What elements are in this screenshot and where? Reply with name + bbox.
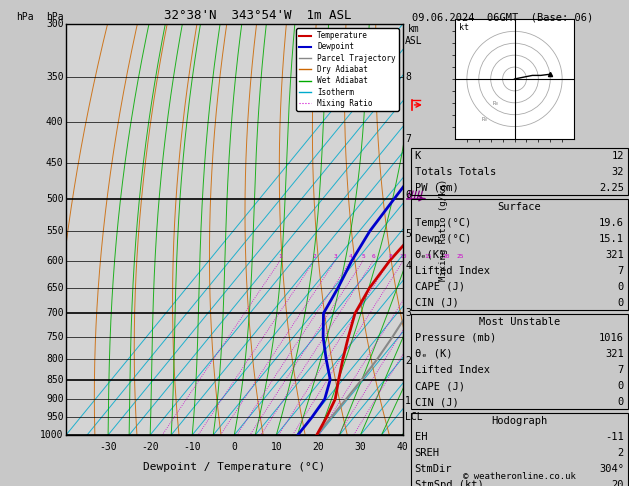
Text: -20: -20 [142, 442, 159, 452]
Text: 0: 0 [618, 282, 624, 292]
Text: 850: 850 [46, 375, 64, 384]
Text: hPa: hPa [46, 12, 64, 22]
Text: Mixing Ratio (g/kg): Mixing Ratio (g/kg) [439, 178, 448, 281]
Text: Hodograph: Hodograph [491, 416, 547, 426]
Text: kt: kt [459, 23, 469, 32]
Text: © weatheronline.co.uk: © weatheronline.co.uk [463, 472, 576, 481]
Text: CAPE (J): CAPE (J) [415, 381, 464, 391]
Text: θₑ(K): θₑ(K) [415, 250, 446, 260]
Text: 500: 500 [46, 193, 64, 204]
Text: 800: 800 [46, 354, 64, 364]
Text: -30: -30 [99, 442, 117, 452]
Text: 6: 6 [372, 254, 376, 259]
Text: 20: 20 [611, 480, 624, 486]
Text: K: K [415, 151, 421, 161]
Text: θₑ (K): θₑ (K) [415, 349, 452, 359]
Text: 950: 950 [46, 413, 64, 422]
Text: 5: 5 [361, 254, 365, 259]
Text: 10: 10 [270, 442, 282, 452]
Text: 8: 8 [405, 72, 411, 82]
Text: 5: 5 [405, 229, 411, 239]
Text: 300: 300 [46, 19, 64, 29]
Text: 32: 32 [611, 167, 624, 177]
Text: Temp (°C): Temp (°C) [415, 218, 470, 228]
Text: Lifted Index: Lifted Index [415, 365, 489, 375]
Text: Pressure (mb): Pressure (mb) [415, 333, 496, 343]
Text: 7: 7 [405, 134, 411, 144]
Text: 09.06.2024  06GMT  (Base: 06): 09.06.2024 06GMT (Base: 06) [412, 12, 593, 22]
Text: 2: 2 [405, 356, 411, 366]
Text: 10: 10 [399, 254, 407, 259]
Text: 0: 0 [618, 298, 624, 308]
Text: 0: 0 [618, 381, 624, 391]
Text: 6: 6 [405, 190, 411, 200]
Text: 32°38'N  343°54'W  1m ASL: 32°38'N 343°54'W 1m ASL [164, 9, 351, 22]
Text: 350: 350 [46, 72, 64, 82]
Text: 600: 600 [46, 256, 64, 266]
Text: CIN (J): CIN (J) [415, 397, 459, 407]
Text: 12: 12 [611, 151, 624, 161]
Text: 700: 700 [46, 308, 64, 318]
Text: -10: -10 [184, 442, 201, 452]
Text: Totals Totals: Totals Totals [415, 167, 496, 177]
Text: 19.6: 19.6 [599, 218, 624, 228]
Text: 4: 4 [405, 261, 411, 271]
Text: 3: 3 [405, 308, 411, 318]
Text: StmSpd (kt): StmSpd (kt) [415, 480, 483, 486]
Text: LCL: LCL [405, 413, 423, 422]
Text: -11: -11 [605, 432, 624, 442]
Text: km
ASL: km ASL [405, 24, 423, 46]
Text: 0: 0 [618, 397, 624, 407]
Text: R₀: R₀ [481, 117, 487, 122]
Text: Most Unstable: Most Unstable [479, 317, 560, 327]
Text: 650: 650 [46, 283, 64, 293]
Text: 4: 4 [349, 254, 353, 259]
Text: 450: 450 [46, 157, 64, 168]
Text: Dewpoint / Temperature (°C): Dewpoint / Temperature (°C) [143, 462, 325, 472]
Text: 7: 7 [618, 365, 624, 375]
Text: 321: 321 [605, 349, 624, 359]
Text: 2.25: 2.25 [599, 183, 624, 193]
Text: StmDir: StmDir [415, 464, 452, 474]
Text: CAPE (J): CAPE (J) [415, 282, 464, 292]
Text: 1016: 1016 [599, 333, 624, 343]
Text: 3: 3 [333, 254, 337, 259]
Legend: Temperature, Dewpoint, Parcel Trajectory, Dry Adiabat, Wet Adiabat, Isotherm, Mi: Temperature, Dewpoint, Parcel Trajectory… [296, 28, 399, 111]
Text: 1: 1 [405, 396, 411, 406]
Text: 20: 20 [313, 442, 325, 452]
Text: 321: 321 [605, 250, 624, 260]
Text: 900: 900 [46, 394, 64, 404]
Text: 25: 25 [457, 254, 464, 259]
Text: CIN (J): CIN (J) [415, 298, 459, 308]
Text: 400: 400 [46, 118, 64, 127]
Text: 1000: 1000 [40, 430, 64, 440]
Text: 15: 15 [425, 254, 432, 259]
Text: 1: 1 [278, 254, 282, 259]
Text: 40: 40 [397, 442, 408, 452]
Text: 8: 8 [388, 254, 392, 259]
Text: 550: 550 [46, 226, 64, 236]
Text: 30: 30 [355, 442, 366, 452]
Text: Lifted Index: Lifted Index [415, 266, 489, 276]
Text: hPa: hPa [16, 12, 33, 22]
Text: 0: 0 [231, 442, 237, 452]
Text: 20: 20 [443, 254, 450, 259]
Text: 7: 7 [618, 266, 624, 276]
Text: 2: 2 [312, 254, 316, 259]
Text: R₀: R₀ [493, 101, 499, 106]
Text: EH: EH [415, 432, 427, 442]
Text: SREH: SREH [415, 448, 440, 458]
Text: 750: 750 [46, 332, 64, 342]
Text: PW (cm): PW (cm) [415, 183, 459, 193]
Text: Dewp (°C): Dewp (°C) [415, 234, 470, 244]
Text: Surface: Surface [498, 202, 541, 212]
Text: 15.1: 15.1 [599, 234, 624, 244]
Text: 304°: 304° [599, 464, 624, 474]
Text: 2: 2 [618, 448, 624, 458]
